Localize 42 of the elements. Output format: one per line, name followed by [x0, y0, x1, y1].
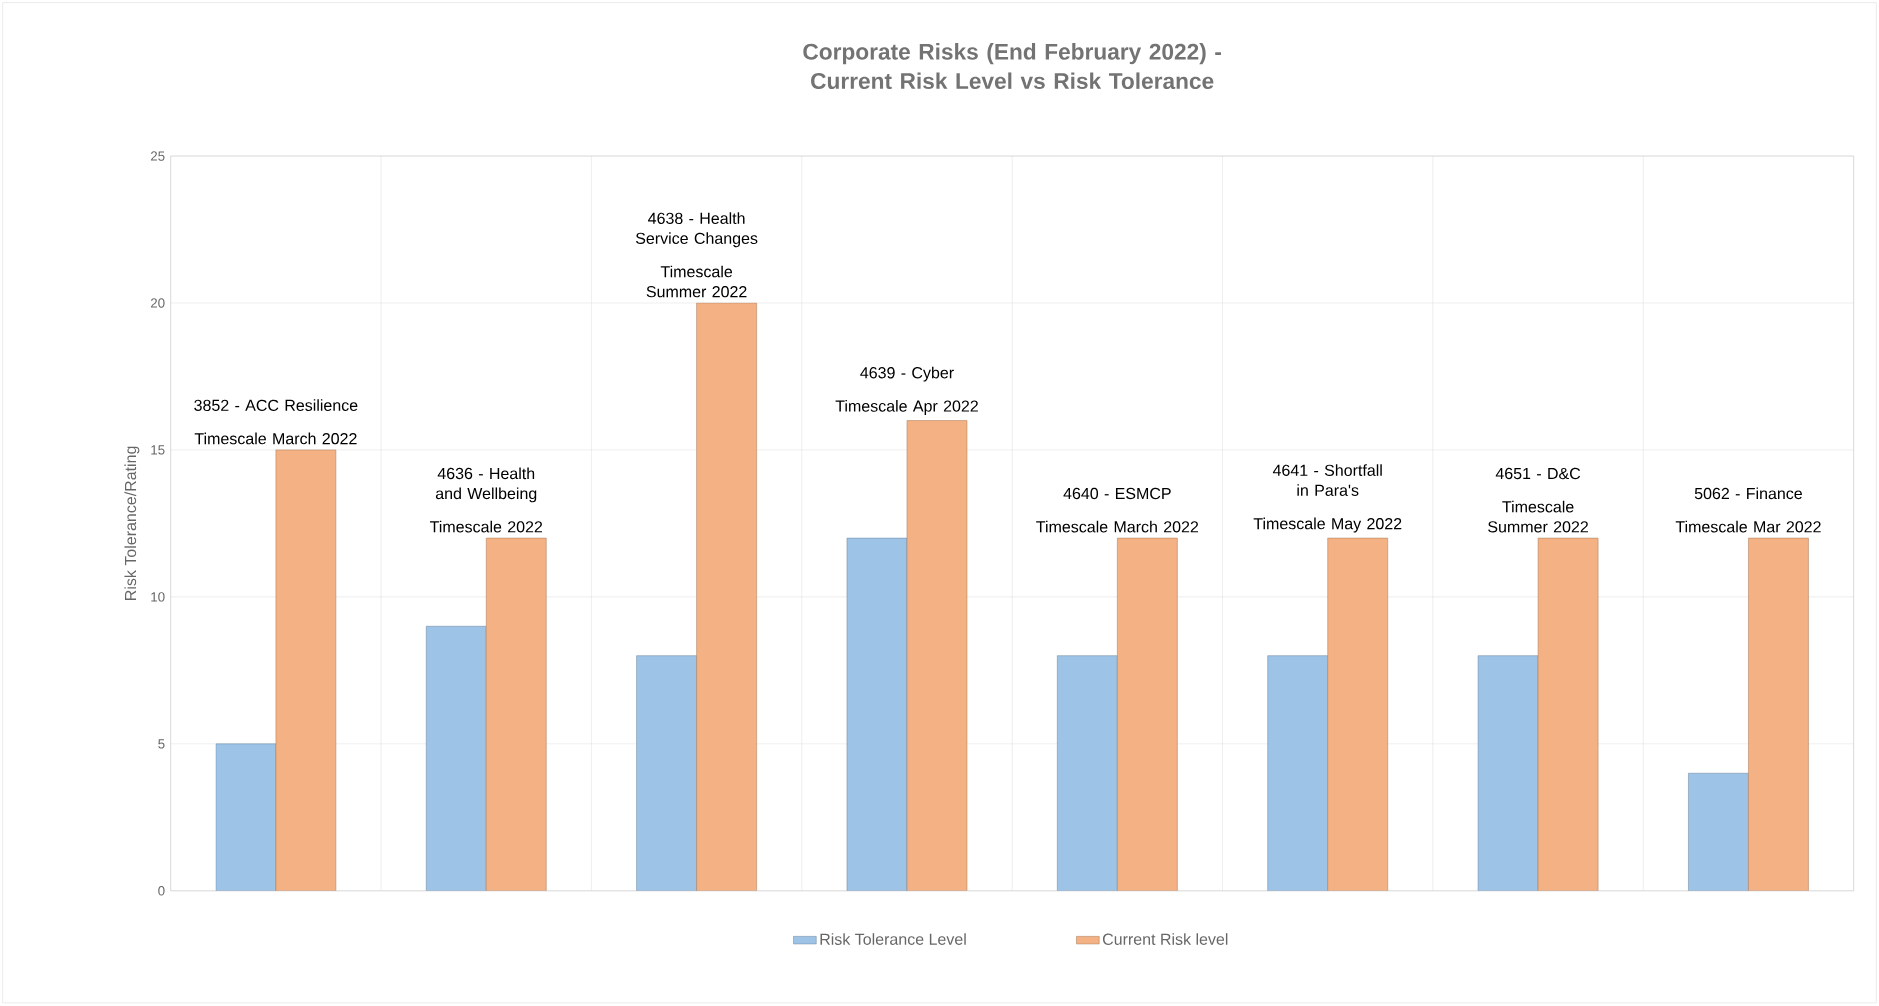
annotation: 4641 - Shortfall in Para's	[1272, 464, 1382, 497]
chart-title: Corporate Risks (End February 2022) - Current Risk Level vs Risk Tolerance	[803, 43, 1221, 90]
annotation: 4640 - ESMCP	[1063, 488, 1171, 500]
bar	[1688, 773, 1749, 892]
bar	[215, 743, 277, 892]
annotation: Timescale March 2022	[1036, 521, 1199, 533]
bar	[275, 449, 337, 892]
annotation: 4636 - Health and Wellbeing	[435, 467, 537, 503]
y-tick-label: 25	[150, 151, 165, 161]
bar	[1477, 655, 1539, 892]
y-tick-label: 10	[151, 592, 165, 602]
bar	[846, 538, 908, 892]
annotation: Timescale Summer 2022	[646, 265, 747, 298]
y-tick-label: 0	[158, 886, 165, 896]
bar	[1057, 655, 1118, 892]
y-tick-label: 15	[151, 445, 165, 455]
annotation: 4638 - Health Service Changes	[635, 212, 758, 248]
y-tick-label: 5	[158, 739, 165, 749]
bar	[1267, 655, 1328, 892]
bar	[1117, 538, 1178, 892]
bar	[1537, 538, 1599, 892]
annotation: 4639 - Cyber	[860, 366, 954, 382]
bar	[1748, 538, 1809, 892]
annotation: 3852 - ACC Resilience	[194, 399, 358, 412]
bar	[485, 538, 547, 892]
annotation: 5062 - Finance	[1694, 487, 1802, 500]
bar	[696, 302, 757, 892]
annotation: Timescale Apr 2022	[835, 400, 978, 416]
y-axis-title: Risk Tolerance/Rating	[124, 446, 140, 601]
annotation: Timescale 2022	[429, 521, 543, 533]
bar	[636, 655, 697, 892]
legend-label: Risk Tolerance Level	[820, 933, 966, 946]
annotation: Timescale May 2022	[1253, 517, 1402, 533]
annotation: Timescale Summer 2022	[1488, 501, 1588, 533]
annotation: 4651 - D&C	[1495, 468, 1581, 480]
bar	[425, 626, 487, 892]
legend-label: Current Risk level	[1102, 933, 1228, 946]
bar	[1327, 538, 1388, 892]
y-tick-label: 20	[150, 298, 165, 308]
bar	[906, 420, 968, 892]
annotation: Timescale March 2022	[194, 432, 357, 445]
annotation: Timescale Mar 2022	[1675, 521, 1821, 533]
